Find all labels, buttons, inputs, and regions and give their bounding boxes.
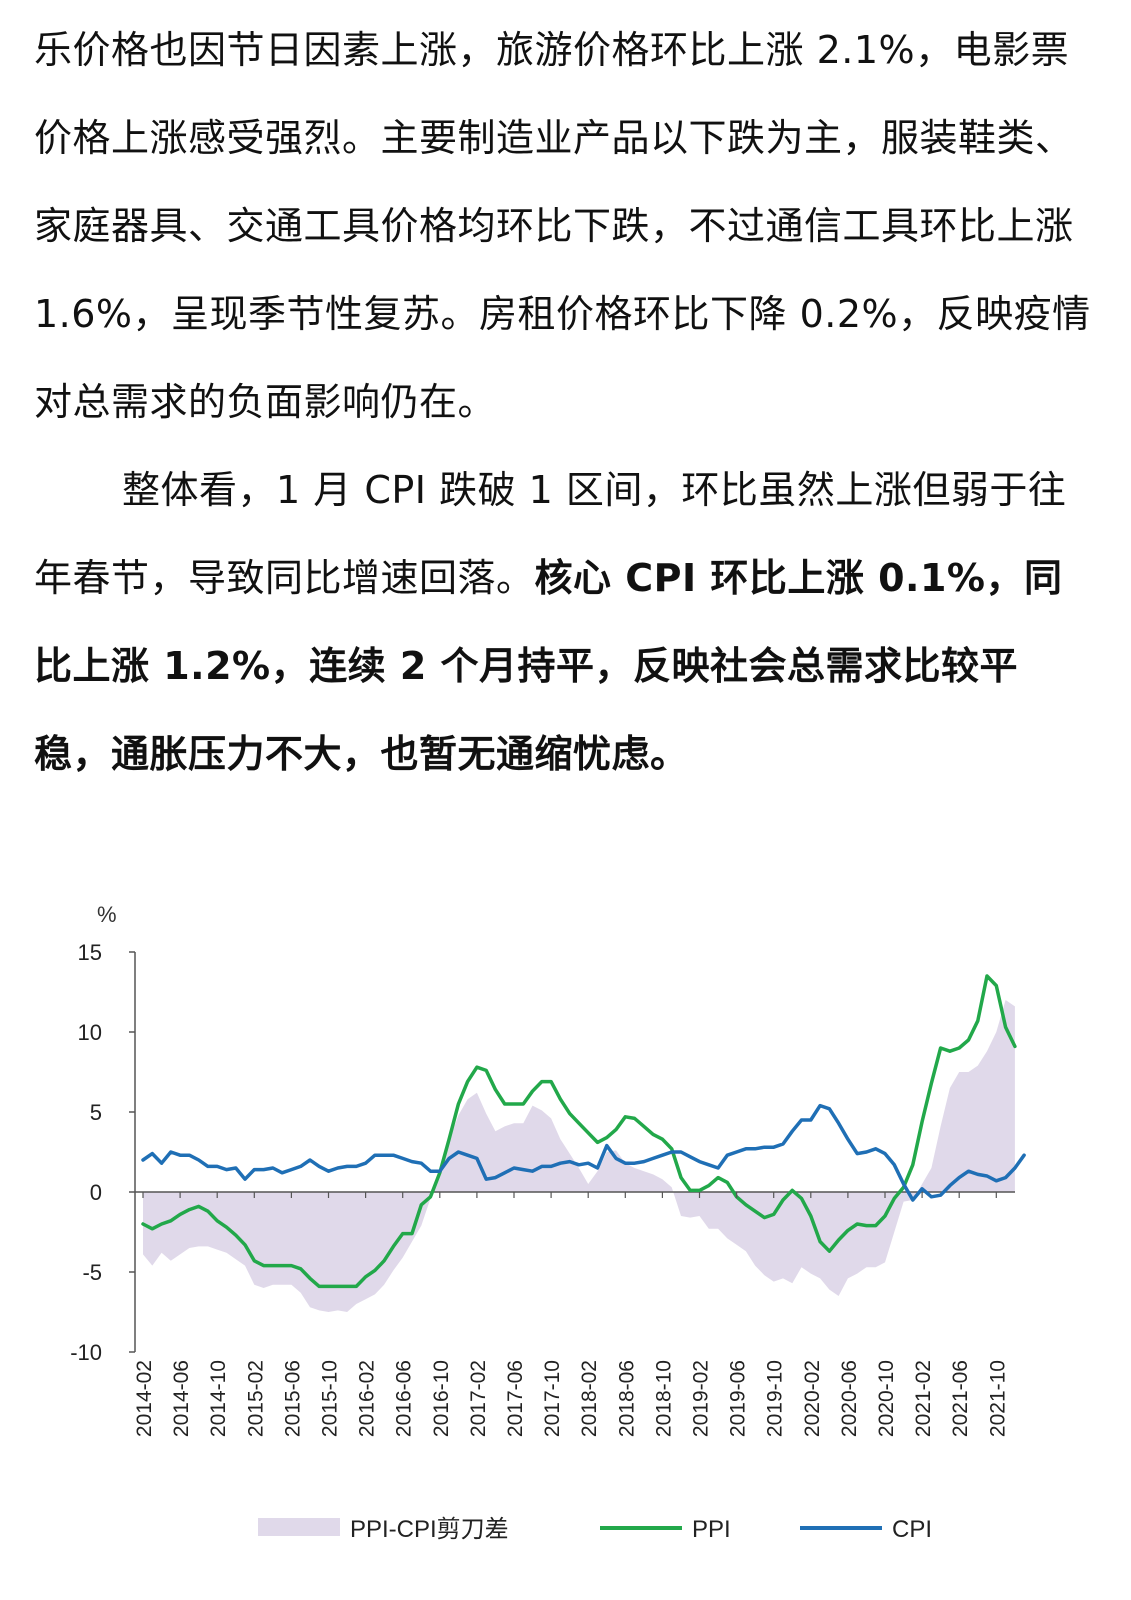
y-tick-label: 15: [78, 940, 102, 965]
x-tick-label: 2021-02: [912, 1360, 935, 1437]
bold-text-run: 核心 CPI 环比上涨 0.1%，同比上涨 1.2%，连续 2 个月持平，反映社…: [34, 556, 1063, 776]
x-tick-label: 2014-02: [133, 1360, 156, 1437]
x-tick-label: 2019-06: [727, 1360, 750, 1437]
x-tick-label: 2020-10: [875, 1360, 898, 1437]
x-tick-label: 2020-02: [801, 1360, 824, 1437]
x-tick-label: 2018-10: [652, 1360, 675, 1437]
x-tick-label: 2016-10: [430, 1360, 453, 1437]
x-tick-label: 2018-02: [578, 1360, 601, 1437]
text-run: 乐价格也因节日因素上涨，旅游价格环比上涨 2.1%，电影票价格上涨感受强烈。主要…: [34, 28, 1091, 424]
x-tick-label: 2021-10: [986, 1360, 1009, 1437]
legend-swatch-area: [258, 1518, 340, 1536]
chart: % 15 10 5 0 -5 -10 2014-02 2014-06 2014-10 2015-…: [70, 902, 1026, 1543]
y-axis-unit-label: %: [97, 902, 117, 927]
text-run: 整体看，1 月 CPI 跌破 1 区间，环比虽然上涨但弱于往年春节，导致同比增速…: [34, 468, 1067, 600]
series-line-ppi: [141, 974, 1017, 1289]
article-text: 乐价格也因节日因素上涨，旅游价格环比上涨 2.1%，电影票价格上涨感受强烈。主要…: [34, 6, 1094, 798]
x-tick-label: 2014-10: [207, 1360, 230, 1437]
x-tick-label: 2019-02: [690, 1360, 713, 1437]
legend-label: PPI: [692, 1516, 731, 1543]
paragraph-1: 乐价格也因节日因素上涨，旅游价格环比上涨 2.1%，电影票价格上涨感受强烈。主要…: [34, 6, 1094, 446]
x-tick-label: 2015-10: [319, 1360, 342, 1437]
x-tick-label: 2018-06: [615, 1360, 638, 1437]
x-tick-label: 2019-10: [764, 1360, 787, 1437]
legend-label: PPI-CPI剪刀差: [350, 1516, 509, 1543]
y-tick-label: 10: [78, 1020, 102, 1045]
x-tick-label: 2017-10: [541, 1360, 564, 1437]
x-tick-label: 2020-06: [838, 1360, 861, 1437]
y-tick-label: 5: [90, 1100, 102, 1125]
x-tick-label: 2015-02: [244, 1360, 267, 1437]
y-tick-label: 0: [90, 1180, 102, 1205]
x-tick-label: 2015-06: [281, 1360, 304, 1437]
y-tick-label: -5: [82, 1260, 102, 1285]
y-tick-label: -10: [70, 1340, 102, 1365]
series-line-cpi: [141, 1103, 1026, 1202]
x-tick-label: 2016-02: [356, 1360, 379, 1437]
x-tick-label: 2017-02: [467, 1360, 490, 1437]
x-tick-label: 2016-06: [393, 1360, 416, 1437]
legend-label: CPI: [892, 1516, 932, 1543]
x-tick-label: 2014-06: [170, 1360, 193, 1437]
series-area-ppi-cpi-gap: [143, 1000, 1015, 1312]
paragraph-2: 整体看，1 月 CPI 跌破 1 区间，环比虽然上涨但弱于往年春节，导致同比增速…: [34, 446, 1094, 798]
x-tick-label: 2021-06: [949, 1360, 972, 1437]
x-tick-label: 2017-06: [504, 1360, 527, 1437]
